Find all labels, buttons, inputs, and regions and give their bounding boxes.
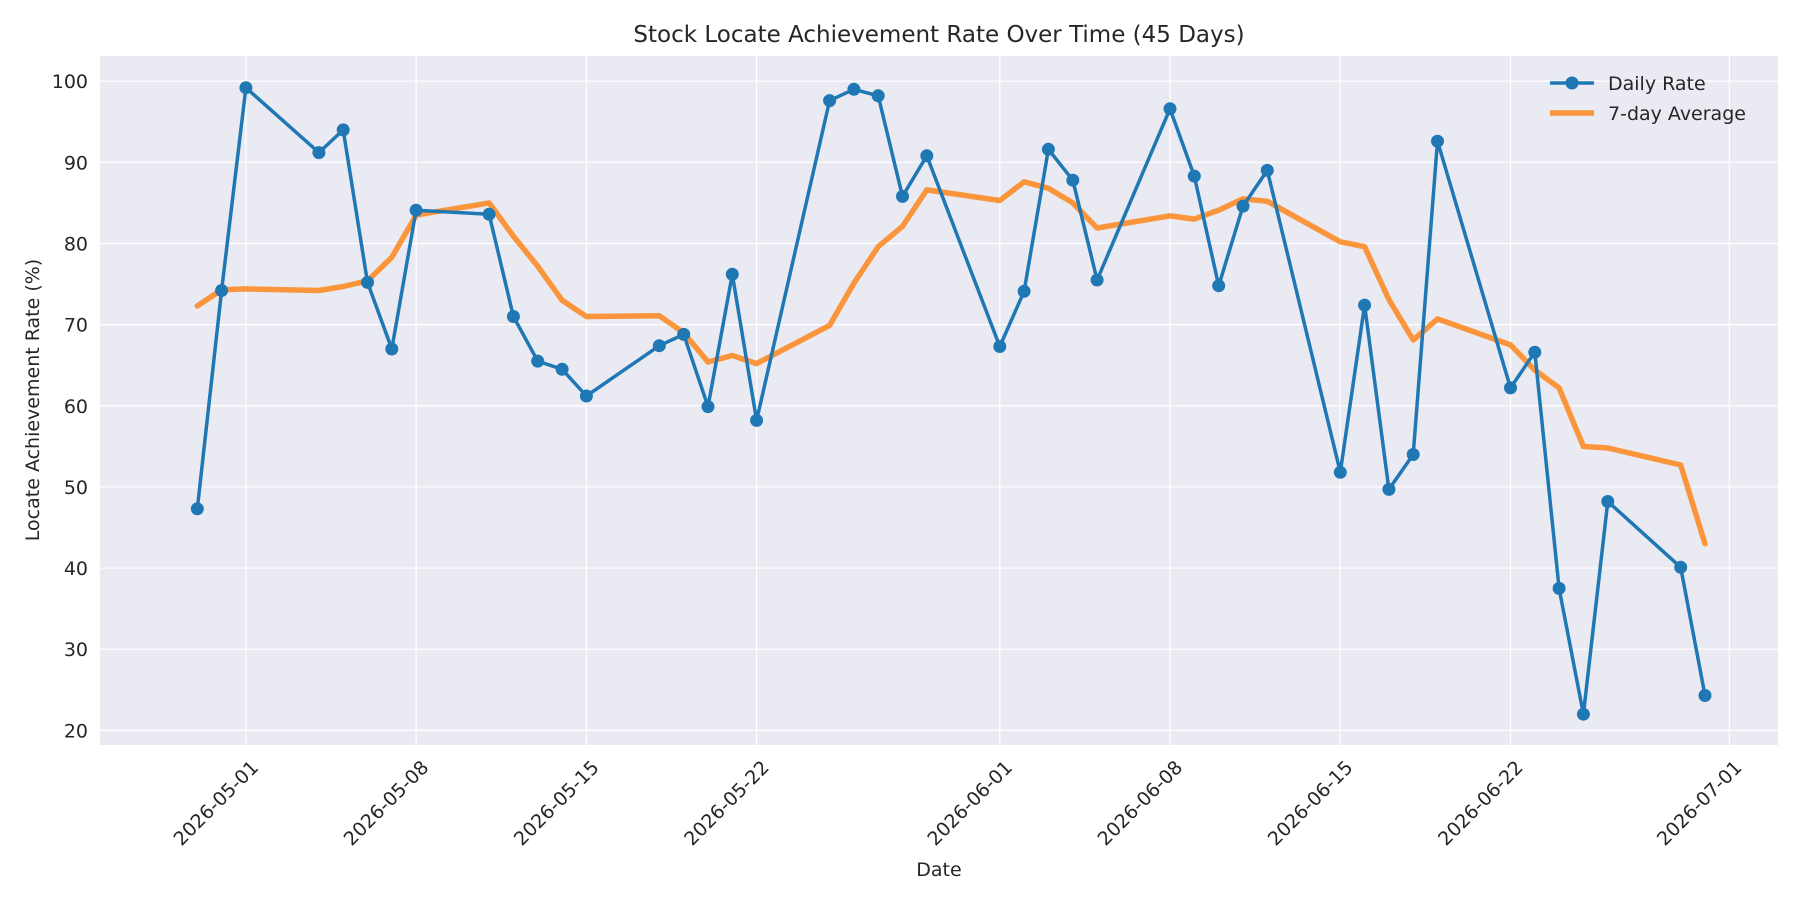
daily-rate-point xyxy=(506,310,520,323)
plot-area xyxy=(100,56,1778,745)
x-tick-label: 2026-06-08 xyxy=(1094,757,1188,851)
daily-rate-point xyxy=(312,146,326,160)
daily-rate-point xyxy=(1698,689,1712,702)
legend: Daily Rate 7-day Average xyxy=(1550,73,1746,125)
daily-rate-point xyxy=(1431,134,1444,148)
series-layer xyxy=(190,81,1712,721)
y-tick-label: 50 xyxy=(64,477,88,499)
x-tick-label: 2026-05-08 xyxy=(340,757,434,851)
y-axis-label: Locate Achievement Rate (%) xyxy=(22,259,44,541)
daily-rate-point xyxy=(1601,495,1615,508)
x-tick-label: 2026-06-22 xyxy=(1434,757,1528,851)
daily-rate-point xyxy=(993,340,1007,353)
daily-rate-point xyxy=(1528,345,1542,359)
daily-rate-point xyxy=(1236,199,1250,213)
daily-rate-point xyxy=(215,284,229,297)
x-axis-label: Date xyxy=(916,859,961,881)
daily-rate-point xyxy=(871,89,885,103)
daily-rate-point xyxy=(1163,102,1177,116)
legend-7-day-average-label: 7-day Average xyxy=(1608,103,1746,125)
chart-title: Stock Locate Achievement Rate Over Time … xyxy=(633,22,1244,48)
daily-rate-point xyxy=(1333,465,1347,479)
daily-rate-point xyxy=(847,82,861,96)
daily-rate-point xyxy=(677,327,691,341)
daily-rate-point xyxy=(336,123,350,137)
y-tick-label: 90 xyxy=(64,152,88,174)
daily-rate-point xyxy=(190,502,204,516)
daily-rate-point xyxy=(1041,142,1055,156)
legend-daily-rate-label: Daily Rate xyxy=(1608,73,1706,95)
daily-rate-point xyxy=(1552,581,1566,595)
daily-rate-point xyxy=(1576,707,1590,721)
daily-rate-point xyxy=(409,203,423,217)
daily-rate-point xyxy=(1674,560,1688,574)
y-tick-label: 40 xyxy=(64,558,88,580)
y-tick-label: 20 xyxy=(64,720,88,742)
legend-daily-rate-marker xyxy=(1565,76,1579,90)
y-tick-label: 100 xyxy=(52,71,88,93)
y-tick-label: 70 xyxy=(64,315,88,337)
x-tick-label: 2026-05-22 xyxy=(680,757,774,851)
y-tick-label: 80 xyxy=(64,233,88,255)
daily-rate-point xyxy=(1090,273,1104,287)
daily-rate-point xyxy=(239,81,253,95)
x-tick-label: 2026-05-01 xyxy=(169,757,263,851)
daily-rate-point xyxy=(1504,381,1517,395)
daily-rate-point xyxy=(1212,279,1226,293)
x-tick-label: 2026-05-15 xyxy=(510,757,604,851)
x-tick-label: 2026-06-15 xyxy=(1264,757,1358,851)
daily-rate-point xyxy=(1382,482,1396,496)
y-tick-label: 30 xyxy=(64,639,88,661)
daily-rate-point xyxy=(1187,169,1201,183)
daily-rate-point xyxy=(701,400,715,414)
daily-rate-point xyxy=(750,413,764,427)
daily-rate-point xyxy=(531,354,545,368)
daily-rate-point xyxy=(1406,448,1420,461)
daily-rate-point xyxy=(1260,163,1274,177)
daily-rate-point xyxy=(920,149,934,163)
y-tick-label: 60 xyxy=(64,396,88,418)
daily-rate-point xyxy=(1066,173,1080,187)
x-tick-label: 2026-07-01 xyxy=(1653,757,1747,851)
x-tick-label: 2026-06-01 xyxy=(923,757,1017,851)
daily-rate-point xyxy=(361,275,374,289)
daily-rate-point xyxy=(482,207,496,221)
daily-rate-point xyxy=(579,389,593,403)
daily-rate-point xyxy=(896,189,909,203)
daily-rate-point xyxy=(652,339,666,353)
grid-lines xyxy=(100,56,1778,745)
daily-rate-point xyxy=(555,362,569,376)
daily-rate-point xyxy=(725,267,739,281)
daily-rate-point xyxy=(1017,284,1031,298)
daily-rate-point xyxy=(823,94,837,108)
daily-rate-point xyxy=(385,342,399,356)
daily-rate-point xyxy=(1358,298,1372,312)
